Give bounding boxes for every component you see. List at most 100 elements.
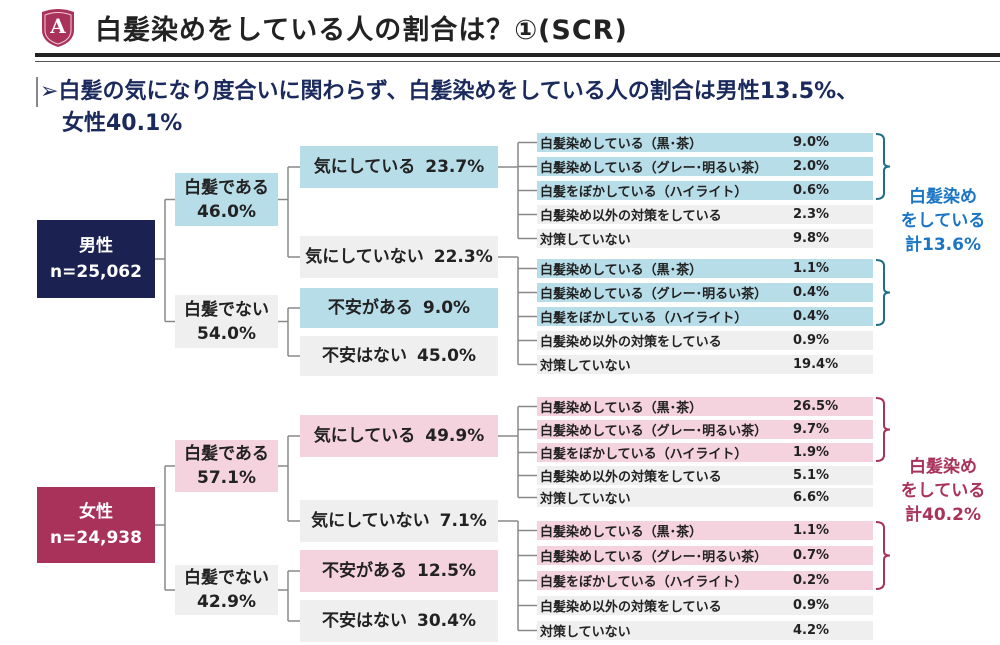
detail-label: 対策していない <box>540 492 631 507</box>
detail-value: 9.8% <box>793 231 830 246</box>
male-dye-total: 白髪染めをしている計13.6% <box>893 185 993 257</box>
detail-label: 白髪をぼかしている（ハイライト） <box>540 575 748 590</box>
bracket <box>875 259 891 326</box>
title-rule-thick <box>35 53 1000 57</box>
level2-node: 不安がある 9.0% <box>300 288 498 328</box>
detail-value: 2.0% <box>793 159 830 174</box>
detail-row: 白髪をぼかしている（ハイライト） 0.4% <box>537 307 873 326</box>
level2-node: 不安がある 12.5% <box>300 550 498 592</box>
detail-value: 0.6% <box>793 183 830 198</box>
detail-row: 白髪をぼかしている（ハイライト） 1.9% <box>537 443 873 462</box>
detail-value: 0.9% <box>793 333 830 348</box>
level2-node: 気にしている 49.9% <box>300 415 498 457</box>
node-label: 気にしていない <box>305 247 424 267</box>
subtitle-line1: 白髪の気になり度合いに関わらず、白髪染めをしている人の割合は男性13.5%、 <box>58 79 859 104</box>
female-dye-total: 白髪染め をしている 計40.2% <box>893 455 993 527</box>
detail-label: 白髪染め以外の対策をしている <box>540 470 722 485</box>
node-label: 不安はない <box>322 346 407 366</box>
bullet-arrow-icon: ➢ <box>40 79 59 104</box>
detail-label: 白髪染めしている（黒･茶） <box>540 525 703 540</box>
detail-row: 白髪染め以外の対策をしている 2.3% <box>537 205 873 224</box>
detail-row: 白髪をぼかしている（ハイライト） 0.2% <box>537 571 873 590</box>
total-line2: をしている <box>900 481 986 501</box>
node-value: 42.9% <box>197 592 256 612</box>
detail-value: 9.0% <box>793 135 830 150</box>
total-line2: をしている <box>900 211 986 231</box>
node-label: 不安がある <box>322 561 407 581</box>
detail-value: 2.3% <box>793 207 830 222</box>
node-label: 白髪でない <box>184 299 269 320</box>
detail-label: 対策していない <box>540 625 631 640</box>
level1-node: 白髪である 46.0% <box>175 173 278 226</box>
segment-label: 男性 <box>79 236 113 256</box>
segment-n: n=25,062 <box>50 262 142 282</box>
node-value: 49.9% <box>425 426 485 446</box>
node-value: 23.7% <box>425 157 485 177</box>
node-value: 12.5% <box>417 561 476 581</box>
detail-value: 1.1% <box>793 523 830 538</box>
detail-row: 対策していない 19.4% <box>537 355 873 374</box>
detail-label: 白髪染めしている（グレー･明るい茶） <box>540 550 768 565</box>
detail-row: 白髪をぼかしている（ハイライト） 0.6% <box>537 181 873 200</box>
detail-row: 白髪染めしている（黒･茶） 1.1% <box>537 259 873 278</box>
page-title: 白髪染めをしている人の割合は？①(SCR) <box>95 15 628 46</box>
detail-row: 白髪染めしている（グレー･明るい茶） 0.4% <box>537 283 873 302</box>
level1-node: 白髪でない 54.0% <box>175 295 278 348</box>
detail-label: 白髪染めしている（グレー･明るい茶） <box>540 424 768 439</box>
detail-label: 対策していない <box>540 359 631 374</box>
segment-label: 女性 <box>79 502 113 522</box>
detail-value: 5.1% <box>793 468 830 483</box>
shield-logo-icon <box>42 9 74 47</box>
detail-label: 白髪染めしている（グレー･明るい茶） <box>540 287 768 302</box>
male-segment-box: 男性 n=25,062 <box>37 220 155 298</box>
total-line3: 計13.6% <box>905 235 981 255</box>
detail-value: 26.5% <box>793 399 839 414</box>
detail-label: 白髪染めしている（黒･茶） <box>540 137 703 152</box>
node-label: 気にしている <box>313 426 416 446</box>
segment-n: n=24,938 <box>50 528 142 548</box>
detail-row: 白髪染めしている（黒･茶） 9.0% <box>537 133 873 152</box>
detail-value: 4.2% <box>793 623 830 638</box>
detail-row: 白髪染め以外の対策をしている 0.9% <box>537 331 873 350</box>
title-rule-thin <box>35 61 1000 62</box>
detail-label: 白髪染めしている（黒･茶） <box>540 401 703 416</box>
detail-label: 白髪をぼかしている（ハイライト） <box>540 447 748 462</box>
node-label: 気にしていない <box>311 511 430 531</box>
detail-label: 白髪染め以外の対策をしている <box>540 335 722 350</box>
node-value: 30.4% <box>417 611 476 631</box>
level2-node: 不安はない 45.0% <box>300 336 498 376</box>
detail-label: 白髪染め以外の対策をしている <box>540 600 722 615</box>
node-value: 7.1% <box>439 511 487 531</box>
detail-label: 白髪をぼかしている（ハイライト） <box>540 185 748 200</box>
node-label: 白髪でない <box>184 568 269 588</box>
detail-value: 0.7% <box>793 548 830 563</box>
node-label: 気にしている <box>313 157 416 177</box>
node-label: 白髪である <box>184 444 269 464</box>
node-label: 白髪である <box>184 177 269 198</box>
detail-row: 白髪染めしている（グレー･明るい茶） 9.7% <box>537 420 873 439</box>
bracket <box>875 397 891 462</box>
female-segment-box: 女性 n=24,938 <box>37 487 155 563</box>
level1-node: 白髪である 57.1% <box>175 440 278 492</box>
detail-label: 白髪染め以外の対策をしている <box>540 209 722 224</box>
detail-row: 白髪染めしている（黒･茶） 26.5% <box>537 397 873 416</box>
total-line1: 白髪染め <box>909 187 977 207</box>
detail-value: 6.6% <box>793 490 830 505</box>
detail-value: 1.9% <box>793 445 830 460</box>
detail-value: 9.7% <box>793 422 830 437</box>
detail-value: 1.1% <box>793 261 830 276</box>
bracket <box>875 521 891 590</box>
detail-row: 対策していない 4.2% <box>537 621 873 640</box>
detail-value: 0.9% <box>793 598 830 613</box>
detail-value: 19.4% <box>793 357 839 372</box>
node-value: 22.3% <box>433 247 493 267</box>
detail-label: 対策していない <box>540 233 631 248</box>
logo-letter: A <box>50 14 66 38</box>
detail-row: 白髪染め以外の対策をしている 5.1% <box>537 466 873 485</box>
subtitle: ➢白髪の気になり度合いに関わらず、白髪染めをしている人の割合は男性13.5%、 … <box>40 76 990 140</box>
level2-node: 気にしている 23.7% <box>300 146 498 188</box>
total-line3: 計40.2% <box>905 505 981 525</box>
level2-node: 気にしていない 7.1% <box>300 500 498 542</box>
